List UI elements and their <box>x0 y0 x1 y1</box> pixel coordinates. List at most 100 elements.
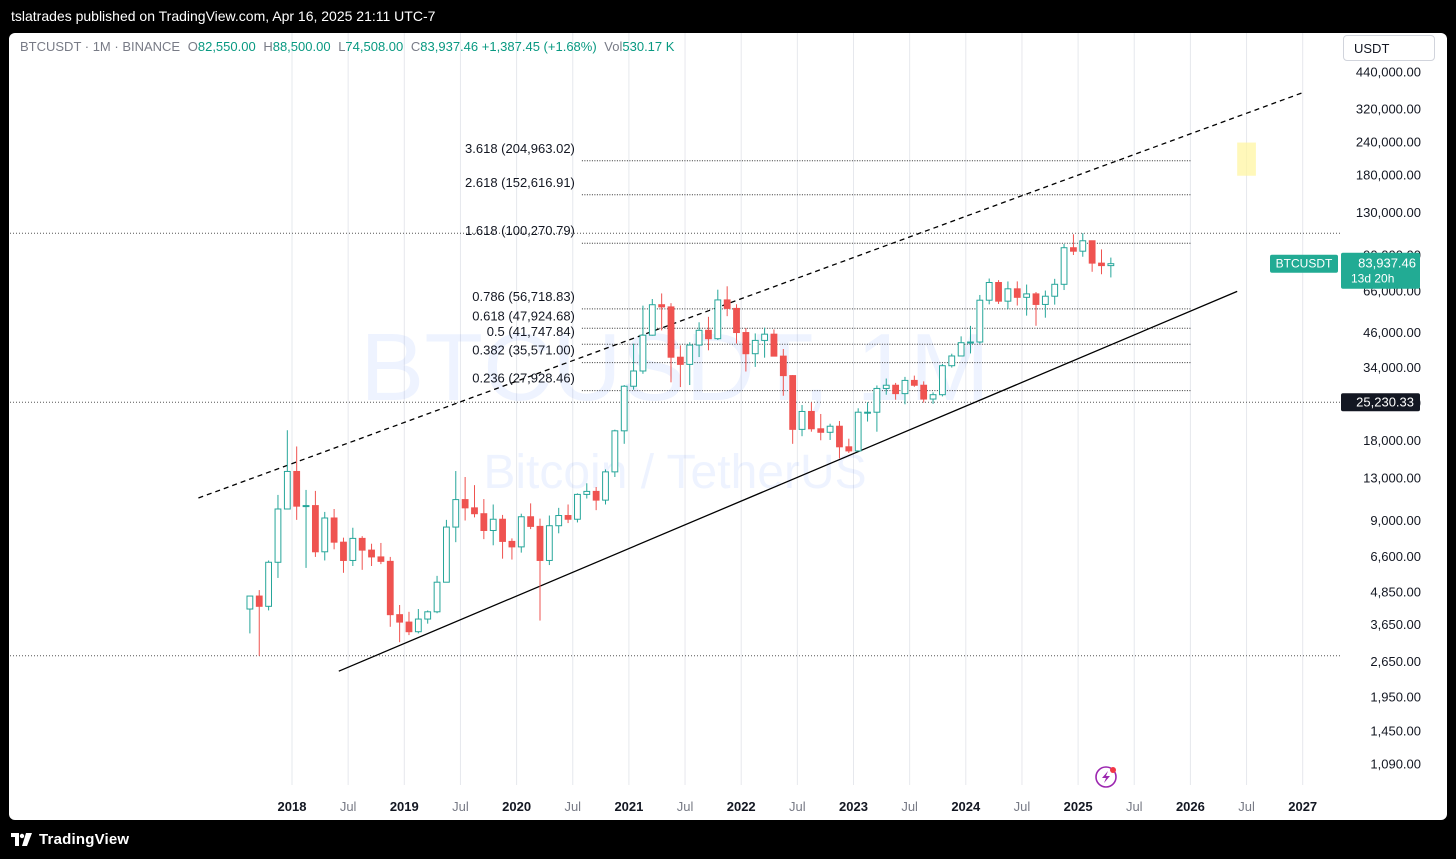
candle <box>798 404 806 437</box>
legend-low: 74,508.00 <box>345 39 404 54</box>
candle-body <box>583 490 591 495</box>
candle <box>405 611 413 636</box>
candle-body <box>929 394 937 400</box>
candle-body <box>705 329 712 340</box>
time-tick-label: Jul <box>1126 799 1143 814</box>
candle-body <box>330 517 338 543</box>
candle-body <box>274 508 282 563</box>
candle <box>770 329 778 357</box>
footer-bar: TradingView <box>0 820 1456 859</box>
candle <box>386 556 394 627</box>
fib-level-label: 0.786 (56,718.83) <box>472 289 575 304</box>
candle <box>452 471 460 543</box>
resistance-trendline <box>198 92 1303 499</box>
candle <box>686 342 694 386</box>
candle-body <box>293 470 301 507</box>
candle <box>424 610 432 624</box>
candle <box>293 446 301 520</box>
candle <box>985 278 993 305</box>
candle-body <box>676 356 684 365</box>
currency-button[interactable]: USDT <box>1343 35 1435 61</box>
time-tick-label: Jul <box>1238 799 1255 814</box>
symbol-badge <box>1270 254 1338 273</box>
publisher-line: tslatrades published on TradingView.com,… <box>11 8 436 24</box>
fib-level-label: 0.618 (47,924.68) <box>472 308 575 323</box>
time-tick-label: 2027 <box>1288 799 1317 814</box>
price-tick-label: 46,000.00 <box>1363 325 1421 340</box>
candle <box>920 381 928 403</box>
candle <box>761 327 768 358</box>
legend-vol-label: Vol <box>604 39 623 54</box>
candle <box>433 575 441 614</box>
candle <box>508 538 516 560</box>
candle-body <box>321 517 329 553</box>
candle-body <box>443 526 450 583</box>
candle <box>1013 281 1021 306</box>
price-tick-label: 440,000.00 <box>1356 65 1421 80</box>
candle <box>939 363 946 397</box>
candle-body <box>1041 295 1049 305</box>
candle-body <box>779 355 787 377</box>
candle <box>639 305 647 374</box>
candle-body <box>836 425 843 448</box>
candle-body <box>246 595 254 610</box>
candle-body <box>798 410 806 430</box>
candle <box>648 298 656 336</box>
candle <box>845 438 853 454</box>
candle-body <box>508 540 516 548</box>
last-price-badge <box>1341 252 1420 289</box>
price-tick-label: 180,000.00 <box>1356 168 1421 183</box>
candle <box>517 513 525 553</box>
candle-body <box>283 470 291 510</box>
candle <box>779 349 787 396</box>
candle-body <box>499 518 506 542</box>
candle-body <box>648 304 656 336</box>
time-tick-label: 2023 <box>839 799 868 814</box>
chart-panel[interactable] <box>9 33 1447 820</box>
candle-body <box>433 581 441 613</box>
candle <box>1070 234 1077 256</box>
price-tick-label: 9,000.00 <box>1370 513 1421 528</box>
candle-body <box>358 537 366 551</box>
candle-body <box>377 556 385 562</box>
candle <box>658 293 666 331</box>
time-tick-label: Jul <box>901 799 918 814</box>
candle-body <box>1051 283 1059 297</box>
lightning-icon[interactable] <box>1095 766 1117 788</box>
candle-body <box>957 342 965 357</box>
last-price-value: 83,937.46 <box>1358 256 1416 271</box>
legend-change: +1,387.45 (+1.68%) <box>481 39 597 54</box>
candle-body <box>1079 240 1087 252</box>
candle <box>723 286 731 317</box>
candle <box>1004 281 1012 310</box>
candle <box>957 336 965 357</box>
candle <box>714 289 722 341</box>
candle-body <box>910 379 918 386</box>
candle <box>265 560 273 611</box>
candle-body <box>555 515 563 527</box>
candle-body <box>667 306 675 358</box>
time-tick-label: Jul <box>1014 799 1031 814</box>
candle <box>1041 290 1049 318</box>
candle-body <box>826 425 834 433</box>
candle <box>929 392 937 404</box>
time-tick-label: 2026 <box>1176 799 1205 814</box>
candle <box>311 490 319 557</box>
price-tick-label: 130,000.00 <box>1356 205 1421 220</box>
candle-body <box>985 282 993 301</box>
candle <box>676 345 684 388</box>
candle-body <box>1060 247 1068 285</box>
candle <box>667 303 675 383</box>
time-axis: 2018 Jul 2019 Jul 2020 Jul 2021 Jul 2022 Jul 2023 J… <box>278 799 1318 814</box>
bar-countdown: 13d 20h <box>1351 272 1394 286</box>
candle <box>789 375 797 444</box>
level-price-label: 25,230.33 <box>1356 394 1414 409</box>
candle-body <box>611 430 619 473</box>
candle-body <box>948 355 956 367</box>
candle-body <box>807 410 815 430</box>
tradingview-logo[interactable]: TradingView <box>11 831 129 848</box>
fib-extension: 3.618 (204,963.02) 2.618 (152,616.91) 1.61… <box>465 141 1191 392</box>
candle-body <box>396 614 404 623</box>
legend-open-label: O <box>187 39 198 54</box>
